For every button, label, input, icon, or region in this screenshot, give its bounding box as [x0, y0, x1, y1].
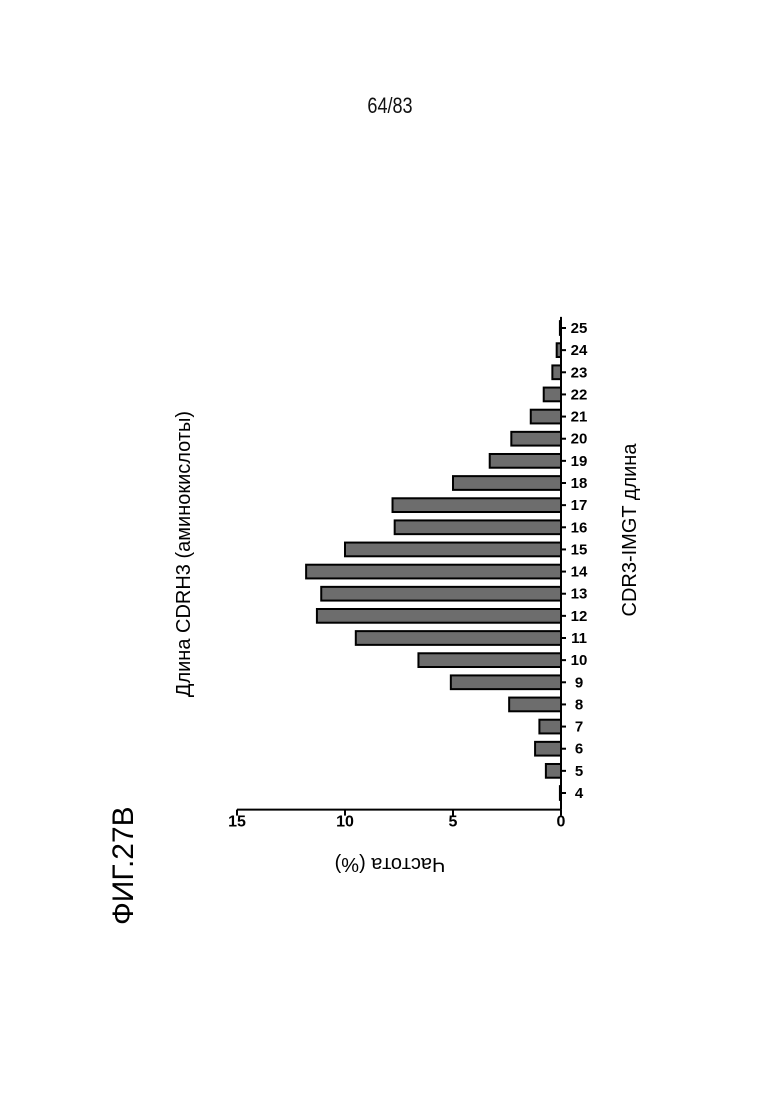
bar	[306, 565, 561, 579]
y-axis-title: Частота (%)	[335, 853, 446, 875]
x-tick-label: 12	[571, 608, 588, 625]
bar	[539, 720, 561, 734]
x-tick-label-group: 15	[571, 541, 588, 558]
bar	[546, 764, 561, 778]
bar	[393, 498, 561, 512]
x-tick-label: 13	[571, 586, 588, 603]
y-tick-label: 5	[449, 814, 458, 831]
x-tick-label: 14	[571, 564, 588, 581]
y-tick-label: 10	[336, 814, 354, 831]
bar	[560, 321, 561, 335]
x-tick-label: 9	[575, 674, 583, 691]
x-tick-label: 4	[575, 785, 584, 802]
figure-label: ФИГ.27B	[107, 806, 140, 925]
bar	[490, 454, 561, 468]
x-tick-label: 5	[575, 763, 583, 780]
bar	[451, 675, 561, 689]
x-tick-label-group: 13	[571, 586, 588, 603]
x-axis-title: CDR3-IMGT длина	[619, 443, 641, 617]
x-tick-label: 18	[571, 475, 588, 492]
bar	[511, 432, 561, 446]
x-tick-label: 10	[571, 652, 588, 669]
x-tick-label: 22	[571, 386, 588, 403]
bar	[557, 343, 561, 357]
x-tick-label-group: 4	[575, 785, 584, 802]
x-tick-label-group: 7	[575, 719, 583, 736]
bar	[321, 587, 561, 601]
x-tick-label: 21	[571, 409, 588, 426]
y-tick-label-group: 0	[557, 814, 566, 831]
bar	[345, 543, 561, 557]
y-tick-label-group: 10	[336, 814, 354, 831]
x-tick-label-group: 14	[571, 564, 588, 581]
chart-title: Длина CDRH3 (аминокислоты)	[173, 411, 195, 697]
x-tick-label-group: 22	[571, 386, 588, 403]
x-tick-label-group: 21	[571, 409, 588, 426]
x-tick-label-group: 6	[575, 741, 583, 758]
x-tick-label: 17	[571, 497, 588, 514]
x-tick-label: 7	[575, 719, 583, 736]
x-tick-label: 25	[571, 320, 588, 337]
x-tick-label-group: 8	[575, 696, 583, 713]
x-tick-label-group: 11	[571, 630, 587, 647]
bar	[509, 698, 561, 712]
bar	[552, 365, 561, 379]
y-tick-label-group: 15	[228, 814, 246, 831]
bar	[560, 786, 561, 800]
x-tick-label-group: 9	[575, 674, 583, 691]
bar	[531, 410, 561, 424]
x-tick-label: 20	[571, 431, 588, 448]
x-tick-label-group: 23	[571, 364, 588, 381]
x-tick-label-group: 10	[571, 652, 588, 669]
x-tick-label-group: 17	[571, 497, 588, 514]
bar	[453, 476, 561, 490]
x-tick-label: 23	[571, 364, 588, 381]
y-tick-label-group: 5	[449, 814, 458, 831]
x-tick-label-group: 19	[571, 453, 588, 470]
y-tick-label: 0	[557, 814, 566, 831]
x-tick-label-group: 24	[571, 342, 588, 359]
bar	[317, 609, 561, 623]
bar	[535, 742, 561, 756]
bar	[544, 388, 561, 402]
x-tick-label: 6	[575, 741, 583, 758]
x-tick-label: 15	[571, 541, 588, 558]
x-tick-label-group: 12	[571, 608, 588, 625]
y-tick-label: 15	[228, 814, 246, 831]
x-tick-label-group: 25	[571, 320, 588, 337]
plot-area: 0 5 10 15 4 5 6 7 8 9 10 11 12 13 14 15 16 17 18 19 20 21 22 23…	[228, 317, 588, 831]
bar	[395, 520, 561, 534]
x-tick-label-group: 5	[575, 763, 583, 780]
x-tick-label-group: 18	[571, 475, 588, 492]
bar	[356, 631, 561, 645]
bar	[418, 653, 561, 667]
x-tick-label: 16	[571, 519, 588, 536]
x-tick-label: 8	[575, 696, 583, 713]
x-tick-label: 24	[571, 342, 588, 359]
x-tick-label: 19	[571, 453, 588, 470]
x-tick-label-group: 20	[571, 431, 588, 448]
x-tick-label-group: 16	[571, 519, 588, 536]
x-tick-label: 11	[571, 630, 587, 647]
